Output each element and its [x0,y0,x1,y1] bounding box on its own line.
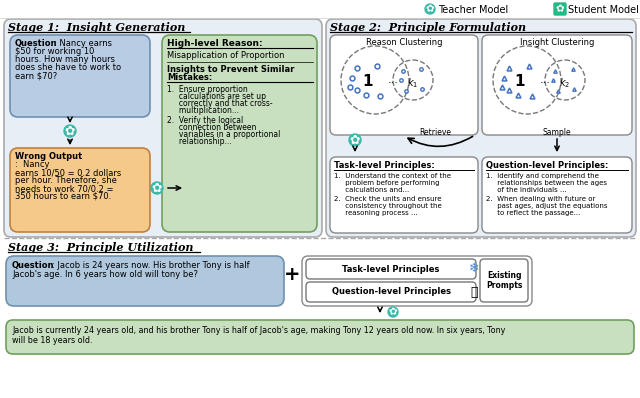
Text: $k_2$: $k_2$ [559,76,571,90]
Text: earns 10/50 = 0.2 dollars: earns 10/50 = 0.2 dollars [15,168,121,177]
Text: ✿: ✿ [426,4,435,14]
Text: to reflect the passage...: to reflect the passage... [486,210,580,216]
FancyBboxPatch shape [302,256,532,306]
Circle shape [64,125,76,137]
Text: ✿: ✿ [349,133,360,146]
Text: Task-level Principles:: Task-level Principles: [334,161,435,170]
FancyBboxPatch shape [10,148,150,232]
Text: 1.  Understand the context of the: 1. Understand the context of the [334,173,451,179]
Text: High-level Reason:: High-level Reason: [167,39,262,48]
Circle shape [349,134,361,146]
FancyBboxPatch shape [306,259,476,279]
FancyBboxPatch shape [6,320,634,354]
Text: needs to work 70/0.2 =: needs to work 70/0.2 = [15,184,113,193]
Text: Question: Question [15,39,58,48]
Circle shape [388,307,398,317]
Text: Stage 1:  Insight Generation: Stage 1: Insight Generation [8,22,186,33]
Text: consistency throughout the: consistency throughout the [334,203,442,209]
Text: ✿: ✿ [65,125,76,137]
Text: will be 18 years old.: will be 18 years old. [12,336,93,345]
Text: of the individuals ...: of the individuals ... [486,187,567,193]
Text: Existing: Existing [487,271,521,279]
Text: correctly and that cross-: correctly and that cross- [167,99,273,108]
Text: reasoning process ...: reasoning process ... [334,210,418,216]
FancyBboxPatch shape [326,19,636,237]
Text: 🔥: 🔥 [470,285,477,298]
Text: +: + [284,265,300,285]
Text: Stage 3:  Principle Utilization: Stage 3: Principle Utilization [8,242,193,253]
Text: ❄: ❄ [468,263,479,275]
Text: 2.  Verify the logical: 2. Verify the logical [167,116,243,125]
Text: ✿: ✿ [388,307,397,317]
Text: Student Model: Student Model [568,5,639,15]
Text: ...: ... [540,75,550,85]
Text: $k_1$: $k_1$ [408,76,419,90]
Text: Task-level Principles: Task-level Principles [342,265,440,273]
Text: ✿: ✿ [556,4,564,14]
Text: Sample: Sample [543,128,572,137]
Text: problem before performing: problem before performing [334,180,440,186]
Text: 1.  Identify and comprehend the: 1. Identify and comprehend the [486,173,599,179]
Text: ✿: ✿ [152,181,163,195]
Text: Retrieve: Retrieve [419,128,451,137]
Text: Jacob is currently 24 years old, and his brother Tony is half of Jacob's age, ma: Jacob is currently 24 years old, and his… [12,326,506,335]
Circle shape [151,182,163,194]
Text: Stage 2:  Principle Formulation: Stage 2: Principle Formulation [330,22,526,33]
Text: Insights to Prevent Similar: Insights to Prevent Similar [167,65,294,74]
FancyBboxPatch shape [330,35,478,135]
Text: Mistakes:: Mistakes: [167,73,212,82]
Text: Question-level Principles: Question-level Principles [332,287,451,297]
Text: calculations are set up: calculations are set up [167,92,266,101]
Text: hours. How many hours: hours. How many hours [15,55,115,64]
Text: ...: ... [388,75,399,85]
FancyBboxPatch shape [306,282,476,302]
Text: Insight Clustering: Insight Clustering [520,38,594,47]
Text: 2.  Check the units and ensure: 2. Check the units and ensure [334,196,442,202]
Text: $50 for working 10: $50 for working 10 [15,47,94,56]
Text: multiplication...: multiplication... [167,106,239,115]
Text: does she have to work to: does she have to work to [15,63,121,72]
Text: Question: Question [12,261,54,270]
FancyBboxPatch shape [554,3,566,15]
FancyBboxPatch shape [482,35,632,135]
Text: 350 hours to earn $70.: 350 hours to earn $70. [15,192,111,201]
FancyBboxPatch shape [480,259,528,302]
Text: 1: 1 [515,74,525,90]
Text: relationship...: relationship... [167,137,232,146]
Text: : Jacob is 24 years now. His brother Tony is half: : Jacob is 24 years now. His brother Ton… [52,261,250,270]
Text: Teacher Model: Teacher Model [438,5,508,15]
FancyBboxPatch shape [482,157,632,233]
Text: Wrong Output: Wrong Output [15,152,83,161]
Text: Misapplication of Proportion: Misapplication of Proportion [167,51,285,60]
Text: earn $70?: earn $70? [15,71,57,80]
Text: past ages, adjust the equations: past ages, adjust the equations [486,203,607,209]
Text: Reason Clustering: Reason Clustering [365,38,442,47]
FancyBboxPatch shape [330,157,478,233]
FancyBboxPatch shape [6,256,284,306]
Text: : Nancy earns: : Nancy earns [54,39,112,48]
Text: per hour. Therefore, she: per hour. Therefore, she [15,176,117,185]
FancyBboxPatch shape [162,35,317,232]
Text: Jacob's age. In 6 years how old will tony be?: Jacob's age. In 6 years how old will ton… [12,270,198,279]
FancyBboxPatch shape [10,35,150,117]
Text: Prompts: Prompts [486,281,522,289]
Text: 1: 1 [363,74,373,90]
Text: calculations and...: calculations and... [334,187,409,193]
Text: 1.  Ensure proportion: 1. Ensure proportion [167,85,248,94]
Text: relationships between the ages: relationships between the ages [486,180,607,186]
Text: Question-level Principles:: Question-level Principles: [486,161,609,170]
Text: 2.  When dealing with future or: 2. When dealing with future or [486,196,595,202]
FancyBboxPatch shape [4,19,322,237]
Text: :  Nancy: : Nancy [15,160,49,169]
Circle shape [425,4,435,14]
Text: variables in a proportional: variables in a proportional [167,130,280,139]
Text: connection between: connection between [167,123,257,132]
